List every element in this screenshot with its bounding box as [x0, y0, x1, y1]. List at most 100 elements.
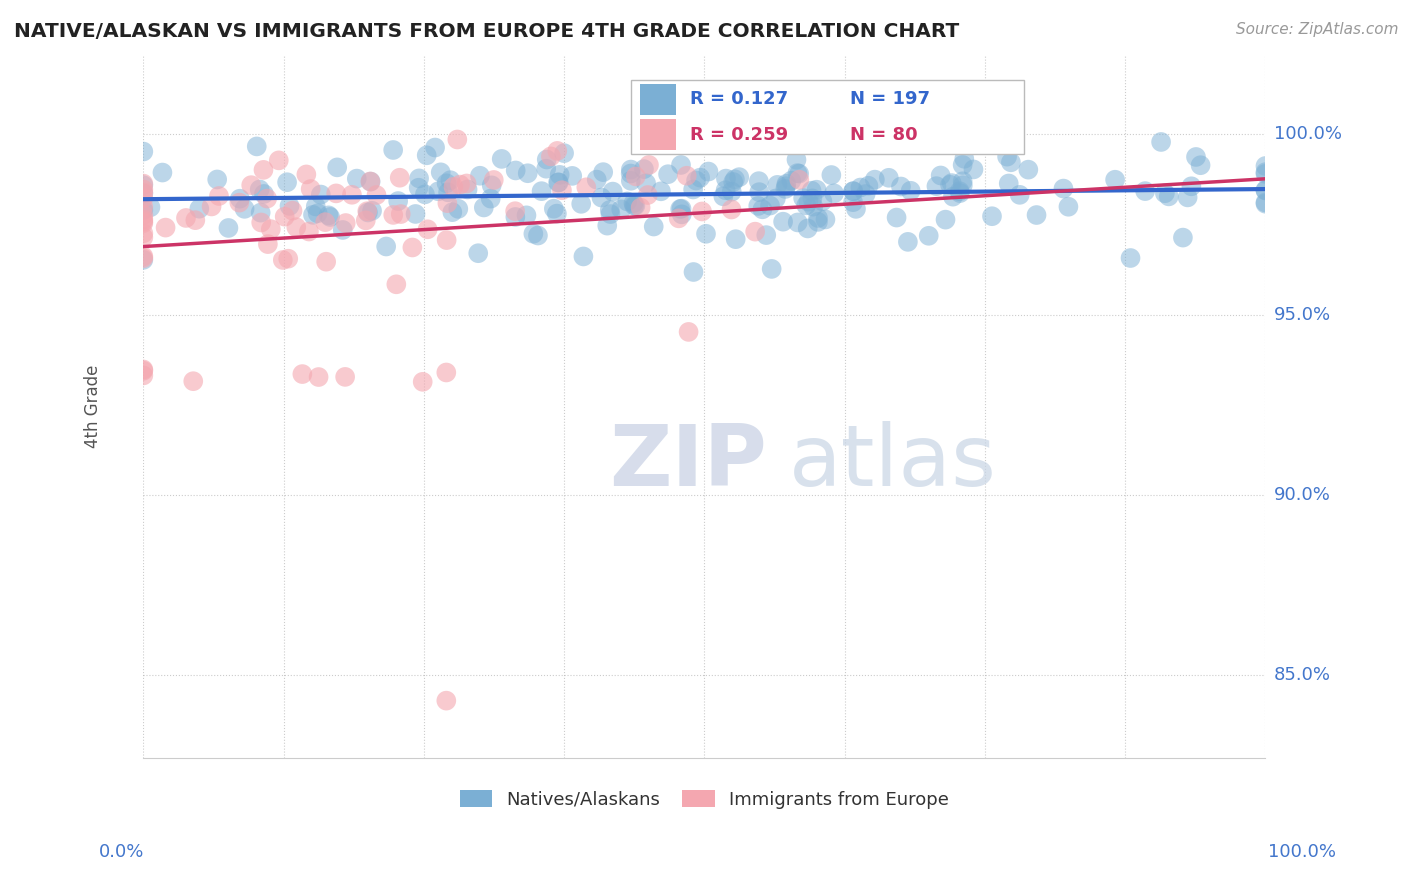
Point [849, 180, 872, 194]
Point [934, 212, 956, 227]
Point [610, 202, 633, 217]
Point [1254, 167, 1277, 181]
Point [446, 132, 468, 146]
Point [1157, 189, 1180, 203]
Point [522, 227, 544, 241]
Point [900, 184, 922, 198]
Point [132, 362, 155, 376]
Point [208, 189, 231, 203]
Point [188, 202, 211, 216]
Point [260, 222, 283, 236]
Point [132, 186, 155, 200]
Point [561, 169, 583, 183]
Point [1254, 184, 1277, 198]
Text: ZIP: ZIP [609, 422, 766, 505]
Point [253, 186, 276, 201]
Text: atlas: atlas [789, 422, 997, 505]
Point [720, 202, 742, 217]
Point [132, 216, 155, 230]
Point [1254, 183, 1277, 197]
Point [405, 207, 427, 221]
Point [620, 174, 643, 188]
Point [540, 149, 562, 163]
Text: NATIVE/ALASKAN VS IMMIGRANTS FROM EUROPE 4TH GRADE CORRELATION CHART: NATIVE/ALASKAN VS IMMIGRANTS FROM EUROPE… [14, 22, 959, 41]
Point [491, 152, 513, 166]
Point [620, 167, 643, 181]
Point [132, 249, 155, 263]
Point [546, 206, 568, 220]
Point [346, 171, 368, 186]
FancyBboxPatch shape [641, 120, 676, 150]
Point [1171, 230, 1194, 244]
Point [751, 202, 773, 217]
Point [427, 184, 450, 198]
Point [333, 370, 356, 384]
Point [457, 182, 479, 196]
Point [599, 202, 621, 217]
Point [863, 172, 886, 186]
Text: 100.0%: 100.0% [1268, 843, 1336, 861]
Point [228, 195, 250, 210]
Point [472, 201, 495, 215]
Point [724, 172, 747, 186]
Point [678, 325, 700, 339]
Point [1052, 181, 1074, 195]
Point [387, 194, 409, 208]
Point [1185, 150, 1208, 164]
Point [423, 140, 446, 154]
Point [295, 168, 318, 182]
Point [952, 178, 974, 193]
Point [385, 277, 408, 292]
Point [720, 185, 742, 199]
Point [801, 191, 824, 205]
Point [711, 189, 734, 203]
Point [807, 211, 830, 225]
Point [285, 220, 308, 235]
Point [682, 265, 704, 279]
Point [981, 209, 1004, 223]
Point [602, 185, 624, 199]
Point [657, 167, 679, 181]
Point [456, 177, 478, 191]
Point [807, 215, 830, 229]
Text: 4th Grade: 4th Grade [84, 365, 101, 449]
Point [315, 254, 337, 268]
Point [132, 368, 155, 383]
Point [769, 102, 792, 116]
Point [233, 202, 256, 216]
Point [786, 215, 808, 229]
Point [302, 208, 325, 222]
Point [858, 178, 880, 193]
Point [325, 186, 347, 201]
Point [724, 232, 747, 246]
Point [1119, 251, 1142, 265]
Point [482, 173, 505, 187]
Point [318, 208, 340, 222]
Legend: Natives/Alaskans, Immigrants from Europe: Natives/Alaskans, Immigrants from Europe [453, 783, 956, 816]
Point [181, 374, 204, 388]
Point [997, 177, 1019, 191]
Point [592, 165, 614, 179]
Point [249, 205, 271, 219]
Point [408, 180, 430, 194]
Point [547, 175, 569, 189]
Point [995, 150, 1018, 164]
Point [775, 182, 797, 196]
Point [1008, 187, 1031, 202]
Point [132, 191, 155, 205]
Point [794, 198, 817, 212]
Point [479, 192, 502, 206]
Point [281, 203, 304, 218]
Point [638, 158, 661, 172]
Point [340, 187, 363, 202]
Point [229, 192, 252, 206]
Point [271, 252, 294, 267]
Point [953, 152, 976, 166]
Point [252, 162, 274, 177]
Point [1150, 135, 1173, 149]
Point [436, 176, 458, 190]
Point [747, 199, 769, 213]
Point [675, 169, 697, 183]
Point [986, 137, 1008, 152]
Point [1254, 159, 1277, 173]
